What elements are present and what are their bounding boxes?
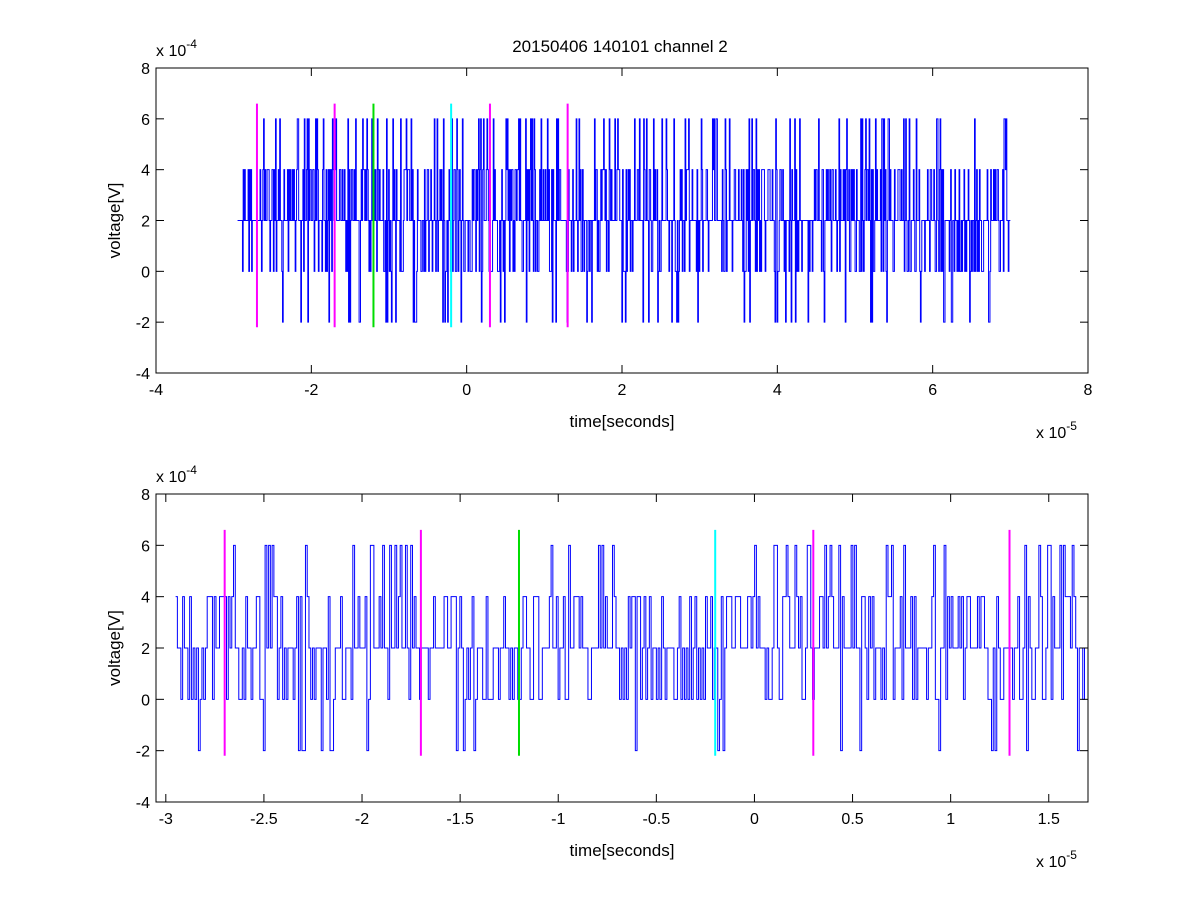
bottom-x-tick-label: 1 xyxy=(946,811,955,828)
top-y-tick-label: 6 xyxy=(141,112,150,129)
top-x-multiplier-exponent: -5 xyxy=(1066,419,1077,433)
bottom-y-multiplier: x 10-4 xyxy=(156,463,197,486)
top-x-axis-label: time[seconds] xyxy=(570,412,675,431)
bottom-marker-layer xyxy=(223,529,1011,756)
top-y-tick-label: -4 xyxy=(136,366,150,383)
top-y-tick-label: 4 xyxy=(141,163,150,180)
bottom-x-multiplier-base: x 10 xyxy=(1036,854,1066,871)
figure-title: 20150406 140101 channel 2 xyxy=(512,37,728,56)
bottom-y-tick-label: 8 xyxy=(141,487,150,504)
bottom-y-tick-label: 4 xyxy=(141,590,150,607)
bottom-y-tick-label: 0 xyxy=(141,692,150,709)
top-x-tick-label: -4 xyxy=(149,382,163,399)
bottom-y-tick-label: -2 xyxy=(136,744,150,761)
bottom-x-multiplier: x 10-5 xyxy=(1036,848,1077,871)
top-y-multiplier-base: x 10 xyxy=(156,43,186,60)
top-x-tick-label: 2 xyxy=(618,382,627,399)
top-y-tick-label: 2 xyxy=(141,214,150,231)
top-x-tick-label: -2 xyxy=(304,382,318,399)
bottom-x-tick-label: -1 xyxy=(551,811,565,828)
bottom-x-tick-label: -0.5 xyxy=(643,811,671,828)
bottom-voltage-series xyxy=(175,544,1089,752)
bottom-y-tick-label: -4 xyxy=(136,795,150,812)
bottom-tick-layer: -3 -2.5 -2 -1.5 -1 -0.5 0 0.5 1 1.5 -4 -2 0 2 4 6 8 xyxy=(136,487,1088,828)
top-y-axis-label: voltage[V] xyxy=(105,183,124,259)
top-x-tick-label: 0 xyxy=(462,382,471,399)
top-y-tick-label: -2 xyxy=(136,315,150,332)
top-x-multiplier: x 10-5 xyxy=(1036,419,1077,442)
bottom-x-multiplier-exponent: -5 xyxy=(1066,848,1077,862)
top-x-tick-label: 4 xyxy=(773,382,782,399)
top-axes: -4 -2 0 2 4 6 8 -4 -2 0 2 4 6 8 time[seconds] voltage… xyxy=(105,37,1093,442)
top-x-tick-label: 8 xyxy=(1084,382,1093,399)
top-y-tick-label: 8 xyxy=(141,61,150,78)
bottom-y-multiplier-exponent: -4 xyxy=(186,463,197,477)
bottom-x-tick-label: 0.5 xyxy=(841,811,863,828)
bottom-x-axis-label: time[seconds] xyxy=(570,841,675,860)
bottom-x-tick-label: -2 xyxy=(355,811,369,828)
bottom-y-tick-label: 6 xyxy=(141,538,150,555)
top-x-multiplier-base: x 10 xyxy=(1036,425,1066,442)
bottom-y-axis-label: voltage[V] xyxy=(105,610,124,686)
bottom-x-tick-label: 0 xyxy=(750,811,759,828)
bottom-signal-layer xyxy=(175,544,1089,752)
bottom-y-multiplier-base: x 10 xyxy=(156,469,186,486)
top-signal-layer xyxy=(237,118,1011,323)
bottom-y-tick-label: 2 xyxy=(141,641,150,658)
top-y-multiplier-exponent: -4 xyxy=(186,37,197,51)
bottom-x-tick-label: -2.5 xyxy=(250,811,278,828)
bottom-x-tick-label: -1.5 xyxy=(446,811,474,828)
bottom-x-tick-label: -3 xyxy=(159,811,173,828)
top-x-tick-label: 6 xyxy=(928,382,937,399)
bottom-x-tick-label: 1.5 xyxy=(1038,811,1060,828)
top-voltage-series xyxy=(237,118,1011,323)
top-y-tick-label: 0 xyxy=(141,264,150,281)
bottom-axes: -3 -2.5 -2 -1.5 -1 -0.5 0 0.5 1 1.5 -4 -2 0 2 4 6 8 time… xyxy=(105,463,1089,871)
top-marker-layer xyxy=(255,103,569,328)
top-y-multiplier: x 10-4 xyxy=(156,37,197,60)
top-tick-layer: -4 -2 0 2 4 6 8 -4 -2 0 2 4 6 8 xyxy=(136,61,1093,399)
